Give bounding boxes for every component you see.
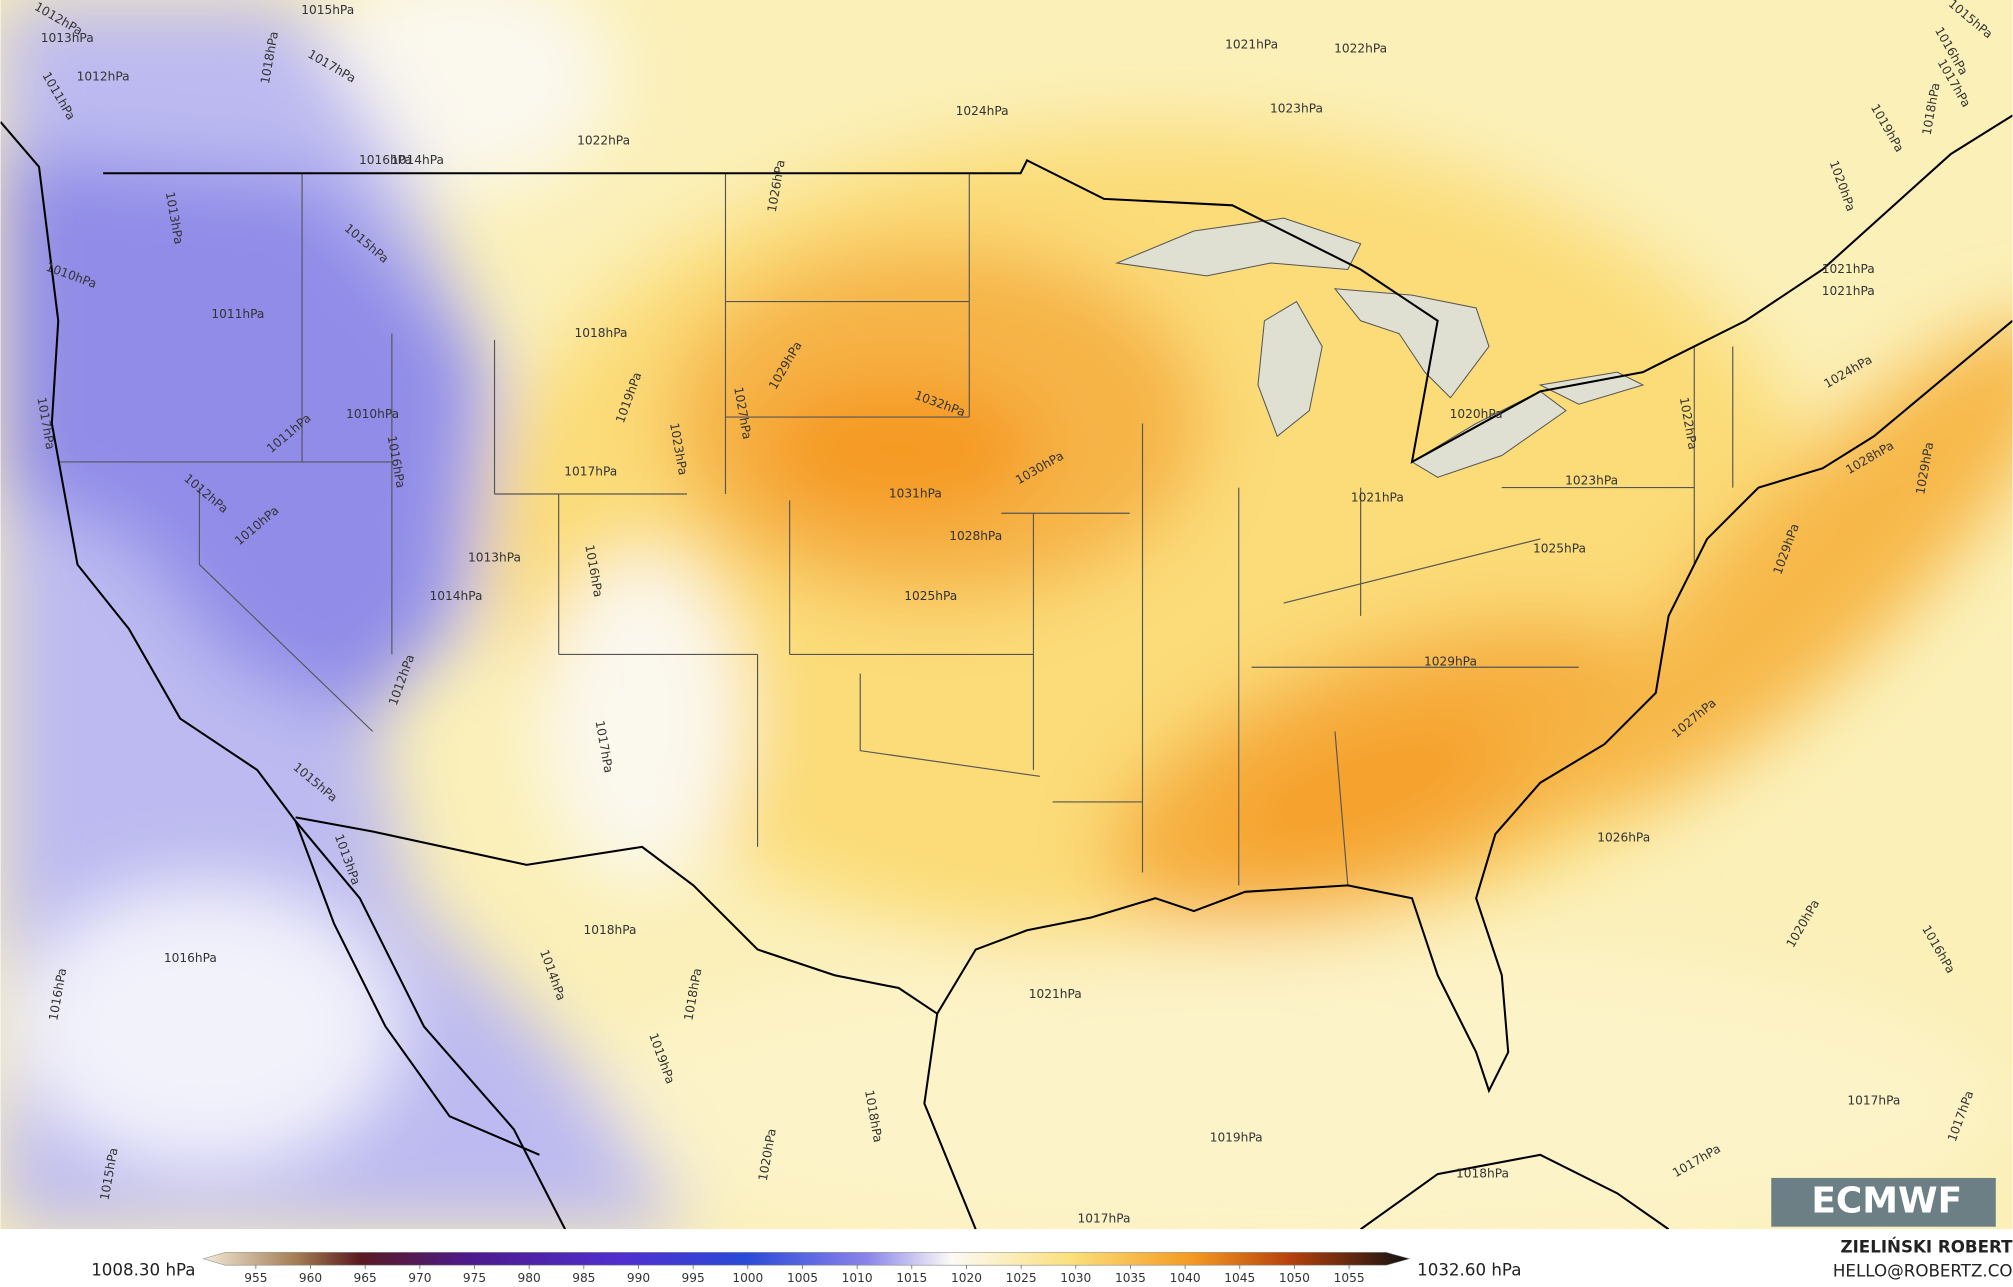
colorbar-tick-label: 960 [299,1271,322,1285]
isobar-label: 1019hPa [1210,1131,1263,1145]
isobar-label: 1028hPa [949,529,1002,543]
colorbar-min: 1008.30 hPa [91,1260,195,1279]
isobar-label: 1021hPa [1029,987,1082,1001]
colorbar-tick-label: 1005 [787,1271,818,1285]
colorbar-tick-label: 1020 [951,1271,982,1285]
colorbar-tick-label: 1050 [1279,1271,1310,1285]
isobar-label: 1012hPa [77,69,130,83]
isobar-label: 1017hPa [564,465,617,479]
isobar-label: 1021hPa [1822,262,1875,276]
colorbar-tick-label: 955 [244,1271,267,1285]
coastlines [0,114,2013,1230]
email: HELLO@ROBERTZ.CO [1833,1262,2013,1281]
colorbar-tick-label: 1010 [842,1271,873,1285]
isobar-label: 1022hPa [1334,41,1387,55]
isobar-label: 1016hPa [359,153,412,167]
colorbar-tick-label: 1000 [732,1271,763,1285]
isobar-label: 1018hPa [575,326,628,340]
isobar-label: 1017hPa [1847,1093,1900,1107]
colorbar-tick-label: 1030 [1060,1271,1091,1285]
isobar-label: 1014hPa [430,589,483,603]
isobar-label: 1029hPa [1424,655,1477,669]
isobar-label: 1018hPa [1456,1167,1509,1181]
isobar-label: 1022hPa [577,134,630,148]
isobar-label: 1010hPa [346,407,399,421]
isobar-label: 1021hPa [1351,490,1404,504]
isobar-label: 1026hPa [1597,830,1650,844]
colorbar [202,1252,1411,1266]
colorbar-tick-label: 1035 [1115,1271,1146,1285]
logo: ECMWF [1811,1181,1962,1222]
isobar-label: 1013hPa [41,31,94,45]
colorbar-tick-label: 995 [682,1271,705,1285]
great-lakes [1114,217,1645,478]
colorbar-tick-label: 975 [463,1271,486,1285]
colorbar-tick-label: 980 [518,1271,541,1285]
state-borders [58,173,1734,886]
colorbar-tick-label: 965 [354,1271,377,1285]
isobar-label: 1016hPa [164,951,217,965]
isobar-label: 1015hPa [301,3,354,17]
isobar-label: 1011hPa [211,307,264,321]
colorbar-tick-label: 1015 [896,1271,927,1285]
isobar-label: 1031hPa [889,487,942,501]
colorbar-tick-label: 1055 [1334,1271,1365,1285]
isobar-label: 1025hPa [904,589,957,603]
isobar-label: 1023hPa [1270,102,1323,116]
logo-box [1771,1177,1996,1227]
isobar-label: 1014hPa [391,153,444,167]
author: ZIELIŃSKI ROBERT [1841,1237,2013,1256]
isobar-label: 1020hPa [1450,407,1503,421]
isobar-label: 1021hPa [1225,37,1278,51]
isobar-label: 1023hPa [1565,474,1618,488]
isobar-label: 1013hPa [468,551,521,565]
isobar-label: 1025hPa [1533,542,1586,556]
isobar-label: 1017hPa [1078,1211,1131,1225]
colorbar-tick-label: 990 [627,1271,650,1285]
colorbar-tick-label: 1025 [1006,1271,1037,1285]
colorbar-tick-label: 1045 [1224,1271,1255,1285]
isobar-label: 1024hPa [956,104,1009,118]
colorbar-max: 1032.60 hPa [1417,1260,1521,1279]
colorbar-tick-label: 985 [572,1271,595,1285]
colorbar-tick-label: 1040 [1170,1271,1201,1285]
colorbar-tick-label: 970 [408,1271,431,1285]
isobar-label: 1021hPa [1822,284,1875,298]
colorbar-ticks: 955 960 965 970 975 980 985 990 995 1000 1005 1010 1… [244,1265,1365,1285]
isobar-label: 1018hPa [584,923,637,937]
